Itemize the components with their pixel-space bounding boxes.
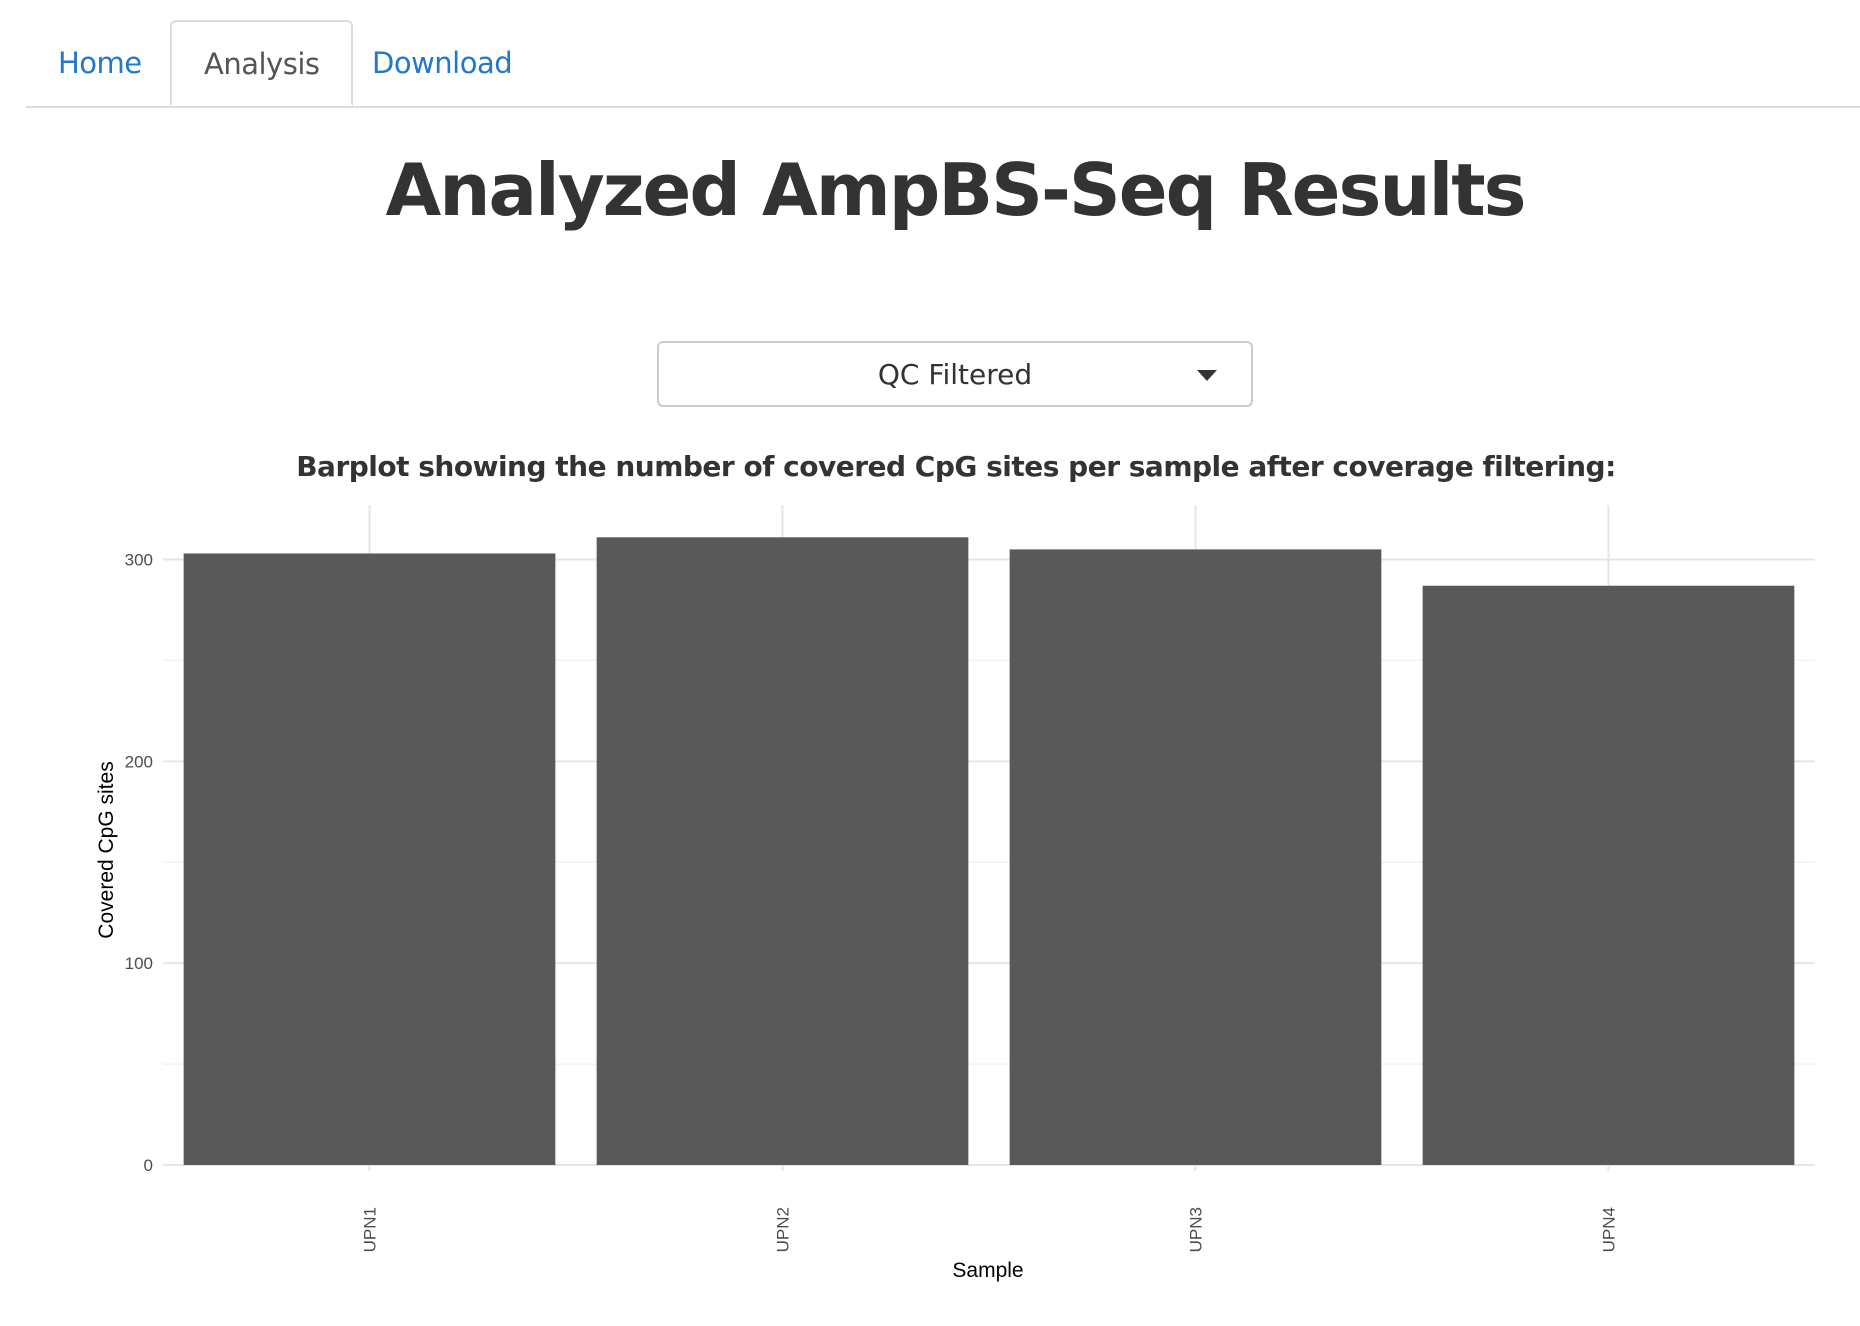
- y-tick-label: 200: [125, 752, 153, 771]
- bar-upn4: [1422, 585, 1795, 1165]
- bar-upn1: [183, 553, 556, 1165]
- filter-select-value: QC Filtered: [877, 358, 1033, 391]
- chart-bars: [183, 537, 1795, 1165]
- page-title: Analyzed AmpBS-Seq Results: [385, 148, 1526, 232]
- bar-upn3: [1009, 549, 1382, 1165]
- tab-home[interactable]: Home: [58, 46, 142, 80]
- x-axis-ticks: UPN1 UPN2 UPN3 UPN4: [361, 1207, 1619, 1252]
- y-axis-label: Covered CpG sites: [95, 761, 118, 938]
- tab-analysis[interactable]: Analysis: [170, 20, 354, 106]
- bar-upn2: [596, 537, 969, 1165]
- plot-caption: Barplot showing the number of covered Cp…: [296, 450, 1616, 483]
- x-tick-label: UPN2: [774, 1207, 793, 1252]
- filter-select[interactable]: QC Filtered: [657, 341, 1253, 407]
- x-tick-label: UPN4: [1600, 1207, 1619, 1252]
- x-tick-label: UPN3: [1187, 1207, 1206, 1252]
- tab-bar: Home Analysis Download: [26, 20, 1860, 108]
- y-tick-label: 0: [144, 1156, 153, 1175]
- bar-chart: 0 100 200 300 UPN1 UPN2 UPN3 UPN4 Covered CpG …: [95, 505, 1815, 1282]
- chevron-down-icon: [1197, 370, 1217, 381]
- y-tick-label: 100: [125, 954, 153, 973]
- y-tick-label: 300: [125, 550, 153, 569]
- x-axis-label: Sample: [952, 1259, 1023, 1282]
- x-tick-label: UPN1: [361, 1207, 380, 1252]
- y-axis-ticks: 0 100 200 300: [125, 550, 153, 1175]
- tab-download[interactable]: Download: [372, 46, 513, 80]
